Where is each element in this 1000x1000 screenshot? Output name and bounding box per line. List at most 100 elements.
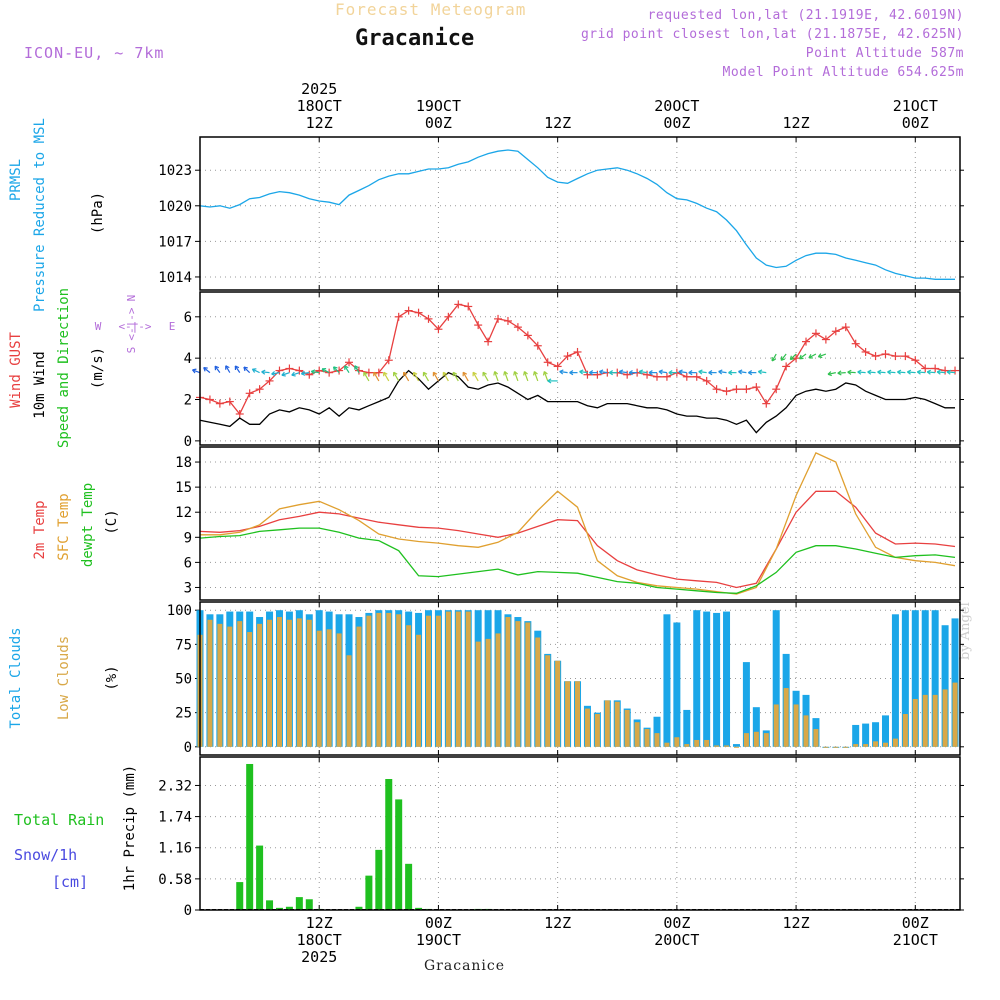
wind-direction-arrow [332,366,340,374]
series-dewpt-temp [199,527,956,594]
wind-direction-arrow [757,369,767,375]
label-percent: (%) [104,665,120,690]
legend-snow: Snow/1h [14,846,77,864]
wind-direction-arrow [402,371,410,382]
model-altitude: Model Point Altitude 654.625m [722,65,964,80]
compass-n: N [125,295,138,302]
top-time-label: 12Z [783,114,810,132]
bar-total-clouds [911,610,919,747]
gust-marker [871,352,880,361]
wind-direction-arrow [906,369,916,375]
y-tick-label: 1023 [158,163,192,179]
wind-direction-arrow [300,370,310,376]
y-tick-label: 18 [175,455,192,471]
bar-low-clouds [406,625,412,747]
gust-marker [712,385,721,394]
bar-low-clouds [833,746,839,748]
wind-direction-arrow [827,371,836,377]
gust-marker [553,362,562,371]
gust-marker [523,331,532,340]
wind-direction-arrow [847,369,856,375]
wind-direction-arrow [393,371,400,382]
wind-direction-arrow [493,371,499,382]
y-tick-label: 0.58 [158,872,192,888]
bar-low-clouds [465,611,471,747]
y-tick-label: 0 [184,740,192,756]
bar-low-clouds [346,655,352,747]
bar-total-clouds [941,625,949,747]
panel-frame-4 [199,601,961,756]
wind-direction-arrow [936,369,946,375]
wind-direction-arrow [533,371,539,382]
bar-low-clouds [942,689,948,747]
bar-low-clouds [267,619,273,747]
bar-low-clouds [475,641,481,747]
wind-direction-arrow [789,353,797,361]
label-speed-direction: Speed and Direction [56,288,72,448]
gust-marker [563,352,572,361]
footer-location: Gracanice [424,958,506,974]
wind-direction-arrow [926,369,936,375]
requested-coords: requested lon,lat (21.1919E, 42.6019N) [647,8,964,23]
bar-low-clouds [286,619,292,747]
legend-total-rain: Total Rain [14,811,104,829]
bar-low-clouds [575,681,581,747]
wind-direction-arrow [225,365,231,373]
wind-direction-arrow [877,369,886,375]
panel-frame-3 [199,446,961,601]
bar-low-clouds [853,744,859,747]
bar-low-clouds [555,660,561,747]
bar-low-clouds [425,615,431,747]
bar-precip [236,882,244,910]
bar-precip [246,763,254,910]
wind-direction-arrow [628,370,638,376]
panel-3: 3 6 9 12 15 18 [175,447,964,600]
label-low-clouds: Low Clouds [56,636,72,720]
bar-low-clouds [326,629,332,747]
wind-direction-arrow [547,378,558,384]
series-wind-gust [199,303,955,416]
bar-low-clouds [356,626,362,747]
bar-total-clouds [732,744,740,747]
gust-marker [503,316,512,325]
bar-low-clouds [227,626,233,747]
gust-marker [951,366,960,375]
bar-low-clouds [366,615,372,747]
bar-low-clouds [684,744,690,747]
compass-arrows-h: <-|-> [118,320,151,333]
bar-low-clouds [217,623,223,747]
bar-total-clouds [683,709,691,747]
bar-low-clouds [376,612,382,747]
wind-direction-arrow [363,371,370,382]
y-tick-label: 2 [184,393,192,409]
bar-precip [365,875,373,910]
bar-total-clouds [872,722,880,747]
model-label: ICON-EU, ~ 7km [24,44,165,62]
bar-low-clouds [674,737,680,747]
gust-marker [354,366,363,375]
gust-marker [285,364,294,373]
top-time-label: 12Z [306,114,333,132]
bar-total-clouds [713,612,721,747]
bar-total-clouds [663,614,671,747]
bar-low-clouds [823,746,829,748]
bar-total-clouds [752,707,760,747]
wind-direction-arrow [243,366,251,374]
bar-low-clouds [316,630,322,747]
gust-marker [265,376,274,385]
gust-marker [315,366,324,375]
y-tick-label: 1020 [158,199,192,215]
wind-direction-arrow [472,371,479,382]
y-tick-label: 0 [184,903,192,919]
wind-direction-arrow [321,368,330,374]
top-time-label: 00Z [663,114,690,132]
wind-direction-arrow [718,369,727,375]
wind-direction-arrow [618,369,628,375]
wind-direction-arrow [412,371,420,382]
wind-direction-arrow [708,370,717,376]
gust-marker [215,399,224,408]
wind-direction-arrow [608,370,618,376]
bottom-time-label: 00Z [663,914,690,932]
bar-low-clouds [733,746,739,748]
